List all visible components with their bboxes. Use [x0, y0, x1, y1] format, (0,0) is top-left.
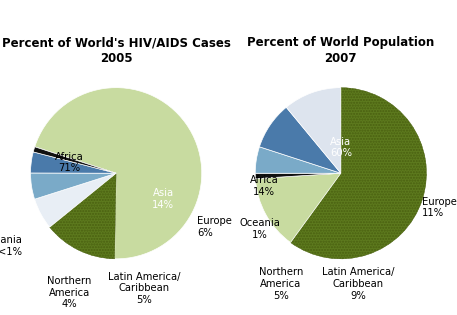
Text: Oceania
<1%: Oceania <1%: [0, 235, 22, 257]
Text: Asia
60%: Asia 60%: [330, 137, 352, 158]
Text: Asia
14%: Asia 14%: [152, 188, 174, 210]
Text: Africa
71%: Africa 71%: [55, 152, 84, 173]
Wedge shape: [255, 147, 341, 173]
Wedge shape: [291, 88, 426, 259]
Text: Northern
America
4%: Northern America 4%: [47, 276, 91, 309]
Title: Percent of World's HIV/AIDS Cases
2005: Percent of World's HIV/AIDS Cases 2005: [2, 36, 231, 65]
Text: Africa
14%: Africa 14%: [250, 175, 278, 197]
Wedge shape: [260, 107, 341, 173]
Wedge shape: [255, 173, 341, 243]
Wedge shape: [31, 173, 116, 199]
Text: Latin America/
Caribbean
9%: Latin America/ Caribbean 9%: [322, 267, 394, 301]
Wedge shape: [35, 173, 116, 227]
Wedge shape: [50, 173, 116, 259]
Text: Europe
11%: Europe 11%: [422, 197, 457, 218]
Wedge shape: [33, 147, 116, 173]
Wedge shape: [255, 173, 341, 179]
Wedge shape: [35, 88, 202, 259]
Text: Oceania
1%: Oceania 1%: [239, 218, 280, 240]
Text: Northern
America
5%: Northern America 5%: [259, 267, 303, 301]
Wedge shape: [31, 152, 116, 173]
Wedge shape: [286, 88, 341, 173]
Text: Latin America/
Caribbean
5%: Latin America/ Caribbean 5%: [108, 272, 180, 305]
Title: Percent of World Population
2007: Percent of World Population 2007: [247, 36, 435, 65]
Text: Europe
6%: Europe 6%: [197, 216, 232, 238]
